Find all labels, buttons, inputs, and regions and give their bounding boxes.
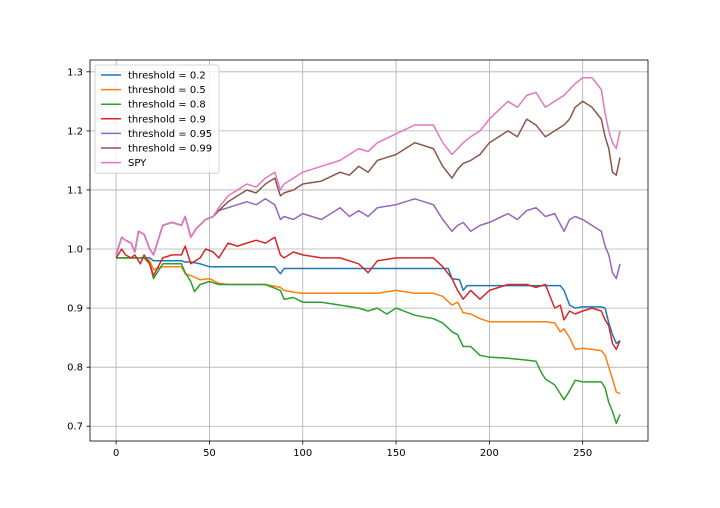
y-tick-label: 0.7 — [67, 422, 83, 433]
series-line-0 — [116, 257, 621, 345]
legend-box — [94, 64, 220, 174]
legend-label: SPY — [128, 158, 147, 169]
series-layer — [115, 76, 621, 425]
x-tick-label: 0 — [113, 448, 119, 459]
y-tick-label: 1.1 — [67, 185, 83, 196]
x-tick-label: 200 — [480, 448, 499, 459]
series-line-1 — [116, 257, 621, 395]
x-axis: 0 50 100 150 200 250 — [113, 441, 592, 459]
legend-label: threshold = 0.95 — [128, 129, 212, 140]
series-line-2 — [116, 257, 621, 425]
x-tick-label: 50 — [203, 448, 216, 459]
legend-label: threshold = 0.2 — [128, 71, 206, 82]
x-tick-label: 100 — [293, 448, 312, 459]
x-tick-label: 250 — [573, 448, 592, 459]
legend-label: threshold = 0.9 — [128, 114, 206, 125]
y-tick-label: 1.0 — [67, 245, 83, 256]
legend: threshold = 0.2 threshold = 0.5 threshold … — [94, 64, 220, 174]
series-line-3 — [115, 236, 621, 351]
legend-label: threshold = 0.99 — [128, 144, 212, 155]
legend-label: threshold = 0.8 — [128, 100, 206, 111]
y-tick-label: 0.8 — [67, 363, 83, 374]
x-tick-label: 150 — [387, 448, 406, 459]
y-tick-label: 1.3 — [67, 67, 83, 78]
y-tick-label: 0.9 — [67, 304, 83, 315]
y-axis: 0.7 0.8 0.9 1.0 1.1 1.2 1.3 — [67, 67, 90, 433]
series-line-6 — [115, 76, 621, 256]
y-tick-label: 1.2 — [67, 126, 83, 137]
plot-area-frame — [89, 59, 649, 442]
legend-label: threshold = 0.5 — [128, 85, 206, 96]
